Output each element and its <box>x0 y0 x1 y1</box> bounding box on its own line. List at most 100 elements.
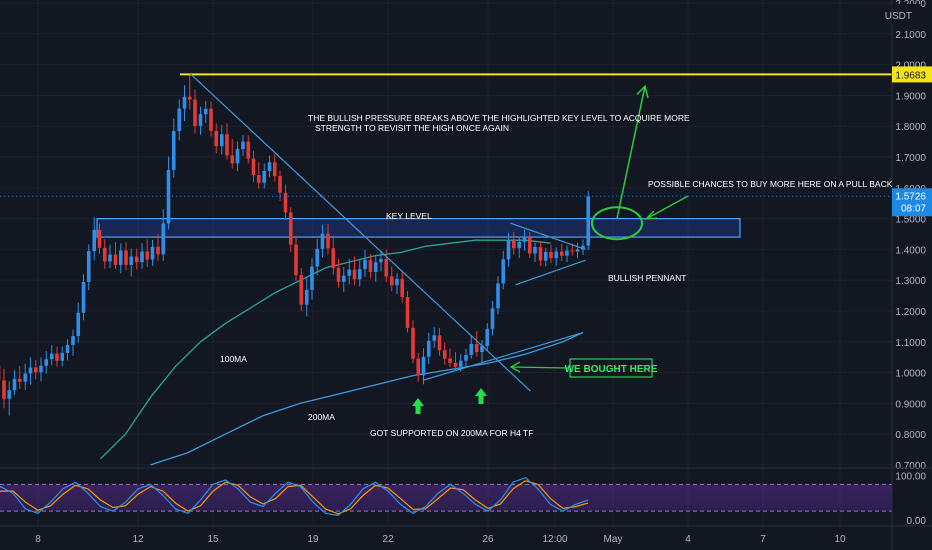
candle-body <box>331 248 336 269</box>
price-tick-label: 1.9000 <box>895 91 926 102</box>
candle-body <box>581 245 585 250</box>
key-level-zone-layer <box>96 218 741 238</box>
drawings-layer <box>0 73 892 414</box>
candle-body <box>336 268 341 282</box>
candle-body <box>533 246 537 254</box>
candle-body <box>347 269 352 276</box>
candle-body <box>474 343 479 353</box>
pullback-circle <box>591 206 643 241</box>
main-annotation-line2: STRENGTH TO REVISIT THE HIGH ONCE AGAIN <box>315 123 509 133</box>
candle-body <box>368 259 373 272</box>
candle-body <box>134 256 139 263</box>
candle-body <box>570 250 575 252</box>
candle-body <box>86 251 91 282</box>
candle-body <box>283 192 288 213</box>
candle-body <box>140 251 144 263</box>
time-tick-label: 22 <box>382 534 394 545</box>
candle-body <box>108 254 112 262</box>
candle-body <box>496 283 500 309</box>
pullback-annotation: POSSIBLE CHANCES TO BUY MORE HERE ON A P… <box>648 179 893 189</box>
stoch-k-line <box>0 477 589 517</box>
candle-body <box>554 251 559 259</box>
candle-body <box>278 176 282 193</box>
candle-body <box>357 269 362 280</box>
candle-body <box>55 353 59 361</box>
candle-body <box>65 344 70 353</box>
time-tick-label: 19 <box>307 534 319 545</box>
candle-body <box>559 251 564 256</box>
candle-body <box>225 134 229 156</box>
bought-here-label: WE BOUGHT HERE <box>565 364 658 375</box>
candle-body <box>145 251 150 260</box>
candle-body <box>299 275 304 305</box>
price-tick-label: 2.1000 <box>895 30 926 41</box>
moving-averages-layer <box>100 239 584 466</box>
candle-body <box>71 336 75 345</box>
candle-body <box>511 240 516 249</box>
price-tick-label: 1.0000 <box>895 369 926 380</box>
time-tick-label: 12:00 <box>542 534 567 545</box>
candle-body <box>118 250 123 265</box>
candle-body <box>2 380 6 399</box>
time-tick-label: 26 <box>482 534 494 545</box>
price-tick-label: 1.8000 <box>895 122 926 133</box>
currency-label: USDT <box>885 11 912 22</box>
candle-body <box>352 269 357 280</box>
ma100-label: 100MA <box>220 354 247 364</box>
candle-body <box>522 237 527 242</box>
countdown-label: 08:07 <box>901 203 926 214</box>
candle-body <box>326 233 330 249</box>
price-tick-label: 1.4000 <box>895 245 926 256</box>
candle-body <box>251 158 256 176</box>
candle-body <box>97 229 102 248</box>
candle-body <box>341 275 346 282</box>
price-tick-label: 2.0000 <box>895 61 926 72</box>
candle-body <box>28 367 33 374</box>
candle-body <box>214 130 219 147</box>
target-arrow-line <box>616 86 646 219</box>
candle-body <box>256 175 261 183</box>
candle-body <box>246 141 251 159</box>
candle-body <box>198 114 203 127</box>
price-tick-label: 0.7000 <box>895 461 926 472</box>
candle-body <box>12 378 17 391</box>
candle-body <box>17 378 22 382</box>
candle-body <box>288 212 293 245</box>
stoch-band <box>0 484 892 512</box>
candle-body <box>156 246 160 255</box>
candle-body <box>448 358 452 363</box>
candle-body <box>389 276 394 286</box>
candle-body <box>527 237 532 254</box>
key-level-zone <box>96 218 741 238</box>
candle-body <box>320 233 325 249</box>
high-price-label: 1.9683 <box>895 70 926 81</box>
candle-body <box>23 373 28 382</box>
candle-body <box>49 353 54 360</box>
candle-body <box>161 223 166 255</box>
candle-body <box>81 281 86 313</box>
current-price-badge <box>892 188 932 217</box>
key-level-label: KEY LEVEL <box>386 211 432 221</box>
current-price-label: 1.5726 <box>895 191 926 202</box>
candle-body <box>102 247 107 262</box>
high-price-badge <box>892 66 932 83</box>
candle-body <box>193 99 197 127</box>
time-tick-label: 12 <box>132 534 144 545</box>
candles-layer <box>0 74 591 416</box>
price-tick-label: 1.3000 <box>895 276 926 287</box>
candle-body <box>76 312 81 337</box>
price-tick-label: 1.1000 <box>895 338 926 349</box>
candle-body <box>182 96 187 109</box>
support-arrow-icon <box>475 388 487 404</box>
price-tick-label: 0.9000 <box>895 399 926 410</box>
time-tick-label: May <box>604 534 623 545</box>
time-tick-label: 4 <box>685 534 691 545</box>
candle-body <box>464 354 468 361</box>
candle-body <box>458 360 463 367</box>
ascending-support-line <box>422 331 584 381</box>
bought-pointer-head <box>509 361 521 373</box>
candle-body <box>310 266 314 290</box>
